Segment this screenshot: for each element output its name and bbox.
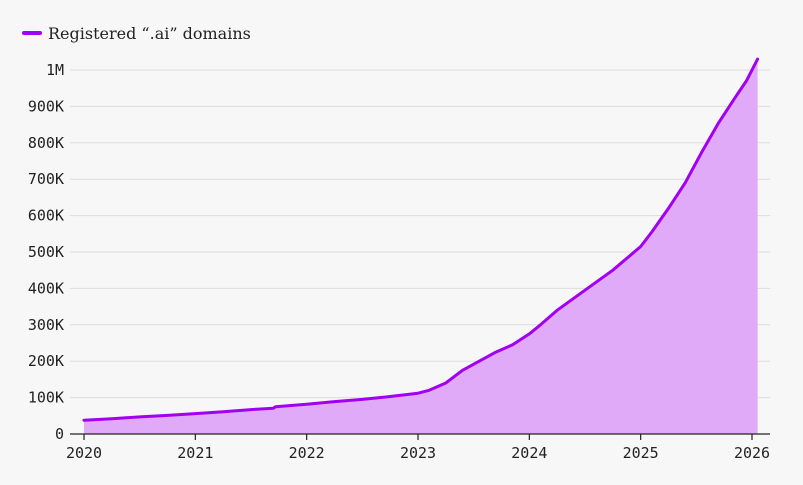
series-area-fill xyxy=(84,59,758,434)
y-tick-label: 800K xyxy=(28,134,64,152)
x-tick-label: 2020 xyxy=(66,444,102,462)
y-tick-label: 300K xyxy=(28,316,64,334)
x-tick-label: 2021 xyxy=(177,444,213,462)
y-tick-label: 400K xyxy=(28,279,64,297)
y-tick-label: 200K xyxy=(28,352,64,370)
series-line xyxy=(82,57,760,422)
y-tick-label: 100K xyxy=(28,389,64,407)
tick-labels: 0 100K 200K 300K 400K 500K 600K 700K 800K 900K 1M 2… xyxy=(28,61,770,462)
legend-swatch xyxy=(22,31,42,35)
chart-legend: Registered “.ai” domains xyxy=(22,22,251,44)
y-tick-label: 500K xyxy=(28,243,64,261)
y-tick-label: 1M xyxy=(46,61,64,79)
y-tick-label: 900K xyxy=(28,97,64,115)
y-tick-label: 0 xyxy=(55,425,64,443)
legend-label: Registered “.ai” domains xyxy=(48,23,251,43)
x-tick-label: 2025 xyxy=(623,444,659,462)
x-tick-label: 2026 xyxy=(734,444,770,462)
axes xyxy=(70,433,770,440)
y-tick-label: 700K xyxy=(28,170,64,188)
x-tick-label: 2023 xyxy=(400,444,436,462)
gridlines xyxy=(70,69,770,399)
x-tick-label: 2024 xyxy=(511,444,547,462)
area-fill-layer xyxy=(82,57,760,434)
y-tick-label: 600K xyxy=(28,207,64,225)
x-tick-label: 2022 xyxy=(289,444,325,462)
